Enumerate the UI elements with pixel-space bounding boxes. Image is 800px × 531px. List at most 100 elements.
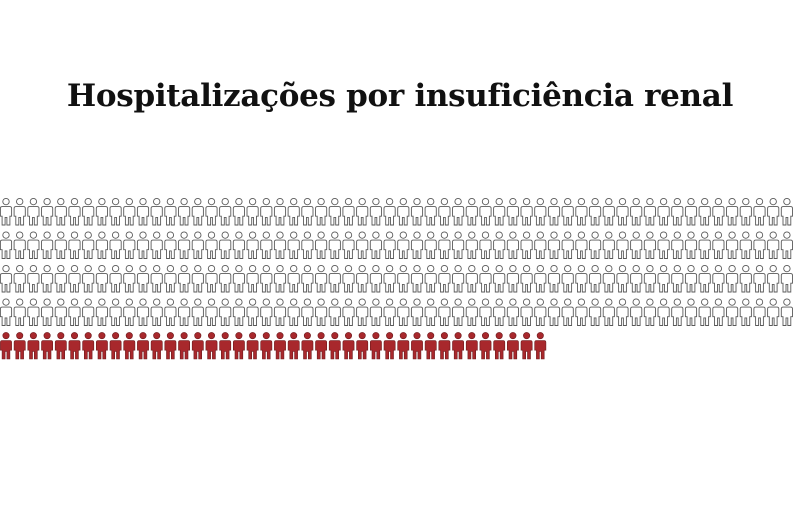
person-icon	[191, 298, 204, 326]
person-icon	[424, 298, 437, 326]
person-icon	[575, 264, 588, 293]
person-icon	[630, 298, 643, 326]
person-icon	[164, 264, 177, 293]
person-icon	[684, 231, 698, 259]
person-icon	[232, 197, 245, 226]
person-icon	[739, 298, 752, 326]
person-icon-highlighted	[41, 331, 54, 360]
person-icon	[219, 231, 232, 259]
person-icon	[13, 298, 26, 326]
person-icon	[452, 231, 465, 259]
person-icon	[273, 197, 287, 226]
person-icon	[438, 264, 451, 293]
person-icon	[452, 298, 465, 326]
person-icon	[328, 264, 341, 293]
person-icon	[767, 298, 780, 326]
person-icon	[739, 264, 752, 293]
person-icon	[82, 231, 95, 259]
person-icon	[178, 298, 191, 326]
person-icon-highlighted	[205, 331, 218, 360]
person-icon	[397, 264, 410, 293]
person-icon	[657, 231, 670, 259]
person-icon	[342, 231, 355, 259]
person-icon	[520, 197, 533, 226]
person-icon	[41, 264, 54, 293]
person-icon	[397, 298, 410, 326]
person-icon	[383, 197, 396, 226]
person-icon	[397, 231, 410, 259]
person-icon	[356, 197, 369, 226]
person-icon	[465, 197, 478, 226]
person-icon	[726, 197, 739, 226]
person-icon	[684, 298, 698, 326]
person-icon-highlighted	[342, 331, 355, 360]
person-icon	[315, 264, 328, 293]
person-icon	[95, 231, 108, 259]
person-icon	[13, 264, 26, 293]
icons-layer	[0, 197, 793, 360]
person-icon-highlighted	[356, 331, 369, 360]
person-icon	[123, 298, 136, 326]
person-icon-highlighted	[232, 331, 245, 360]
person-icon	[13, 197, 26, 226]
person-icon	[506, 264, 519, 293]
person-icon	[246, 298, 259, 326]
person-icon	[479, 231, 492, 259]
person-icon	[739, 231, 752, 259]
person-icon	[712, 231, 725, 259]
person-icon	[150, 298, 163, 326]
person-icon	[452, 197, 465, 226]
person-icon	[246, 264, 259, 293]
person-icon-highlighted	[520, 331, 533, 360]
person-icon	[534, 197, 547, 226]
person-icon	[191, 231, 204, 259]
person-icon	[178, 264, 191, 293]
person-icon	[753, 264, 766, 293]
person-icon	[602, 197, 615, 226]
person-icon-highlighted	[410, 331, 424, 360]
person-icon	[27, 197, 40, 226]
person-icon-highlighted	[301, 331, 314, 360]
person-icon-highlighted	[219, 331, 232, 360]
person-icon	[698, 264, 711, 293]
person-icon	[315, 231, 328, 259]
person-icon	[520, 264, 533, 293]
person-icon	[150, 231, 163, 259]
person-icon	[643, 197, 656, 226]
person-icon	[27, 264, 40, 293]
person-icon	[232, 298, 245, 326]
person-icon	[328, 231, 341, 259]
person-icon	[178, 231, 191, 259]
person-icon	[356, 264, 369, 293]
person-icon	[287, 231, 300, 259]
person-icon	[164, 298, 177, 326]
person-icon	[0, 231, 13, 259]
person-icon	[410, 231, 424, 259]
person-icon-highlighted	[397, 331, 410, 360]
person-icon	[438, 231, 451, 259]
person-icon	[616, 197, 629, 226]
person-icon	[561, 197, 574, 226]
person-icon	[383, 298, 396, 326]
person-icon	[369, 264, 382, 293]
person-icon	[328, 298, 341, 326]
person-icon	[123, 231, 136, 259]
person-icon	[575, 197, 588, 226]
person-icon	[301, 298, 314, 326]
person-icon-highlighted	[136, 331, 150, 360]
person-icon	[465, 298, 478, 326]
person-icon	[657, 264, 670, 293]
person-icon	[95, 264, 108, 293]
person-icon	[589, 197, 602, 226]
person-icon	[41, 197, 54, 226]
person-icon	[123, 197, 136, 226]
person-icon	[273, 264, 287, 293]
person-icon	[328, 197, 341, 226]
person-icon	[82, 197, 95, 226]
person-icon	[0, 264, 13, 293]
person-icon	[41, 231, 54, 259]
person-icon	[753, 231, 766, 259]
person-icon-highlighted	[328, 331, 341, 360]
person-icon	[602, 298, 615, 326]
person-icon	[342, 264, 355, 293]
